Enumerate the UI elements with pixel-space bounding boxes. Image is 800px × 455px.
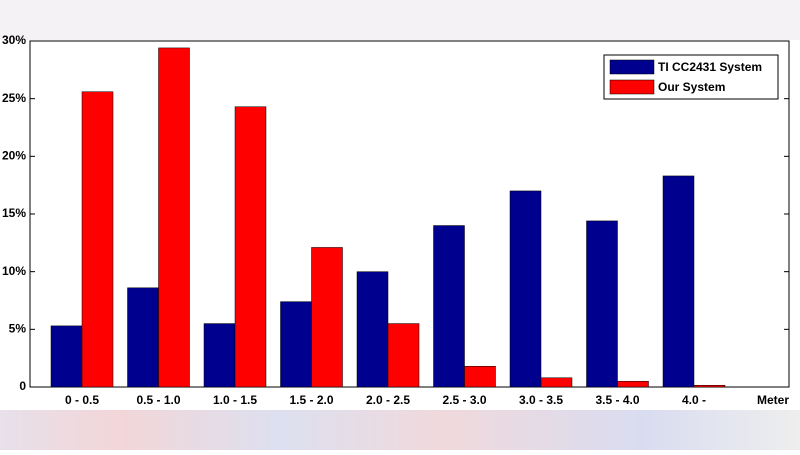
legend-swatch — [609, 79, 655, 95]
bar — [433, 225, 465, 388]
y-tick-label: 0 — [19, 379, 26, 393]
x-tick-label: 2.0 - 2.5 — [366, 393, 410, 407]
bar — [311, 247, 343, 388]
y-tick-label: 30% — [2, 33, 26, 47]
bar — [693, 385, 726, 388]
bar — [234, 106, 267, 388]
bar — [387, 323, 420, 388]
top-strip — [0, 0, 800, 40]
x-tick-label: 3.5 - 4.0 — [595, 393, 639, 407]
bar — [540, 377, 573, 388]
x-tick-label: 3.0 - 3.5 — [519, 393, 563, 407]
bar — [158, 47, 190, 388]
y-tick-label: 15% — [2, 206, 26, 220]
bar — [464, 365, 496, 388]
x-axis-label: Meter — [757, 393, 789, 407]
legend-label: Our System — [658, 80, 725, 94]
bottom-strip — [0, 410, 800, 450]
x-tick-label: 0 - 0.5 — [65, 393, 99, 407]
legend-swatch — [609, 59, 655, 75]
bar — [586, 220, 618, 388]
y-tick-label: 10% — [2, 264, 26, 278]
bar — [617, 380, 649, 388]
bar — [356, 271, 389, 388]
x-tick-label: 1.5 - 2.0 — [289, 393, 333, 407]
bar — [50, 325, 83, 388]
bar — [203, 323, 236, 388]
bar — [509, 190, 542, 388]
y-tick-label: 25% — [2, 91, 26, 105]
x-tick-label: 2.5 - 3.0 — [442, 393, 486, 407]
bar — [662, 175, 695, 388]
bar — [280, 301, 312, 388]
legend-label: TI CC2431 System — [658, 60, 762, 74]
x-tick-label: 1.0 - 1.5 — [213, 393, 257, 407]
y-tick-label: 5% — [9, 322, 27, 336]
bar — [81, 91, 114, 388]
bar — [127, 287, 159, 388]
x-tick-label: 0.5 - 1.0 — [136, 393, 180, 407]
y-tick-label: 20% — [2, 149, 26, 163]
x-tick-label: 4.0 - — [682, 393, 706, 407]
